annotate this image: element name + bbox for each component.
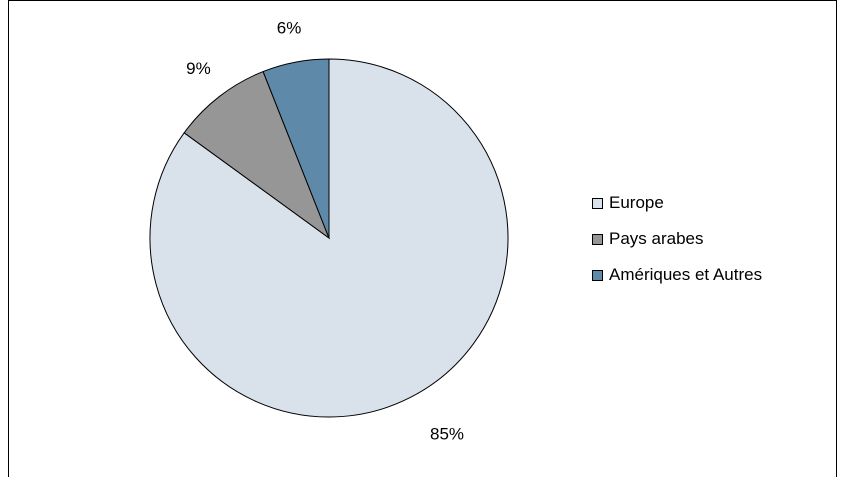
chart-frame: 85% 9% 6% Europe Pays arabes Amériques et … bbox=[8, 0, 837, 477]
legend: Europe Pays arabes Amériques et Autres bbox=[592, 193, 762, 301]
legend-label-ameriques-et-autres: Amériques et Autres bbox=[609, 265, 763, 284]
legend-item-pays-arabes: Pays arabes bbox=[592, 229, 762, 249]
legend-swatch-pays-arabes bbox=[592, 233, 603, 245]
legend-label-pays-arabes: Pays arabes bbox=[609, 229, 704, 248]
data-label-ameriques-et-autres: 6% bbox=[277, 18, 302, 37]
data-label-pays-arabes: 9% bbox=[186, 59, 211, 78]
legend-label-europe: Europe bbox=[609, 193, 664, 212]
pie-slice-pays-arabes bbox=[183, 70, 331, 240]
legend-item-ameriques-et-autres: Amériques et Autres bbox=[592, 265, 762, 285]
data-label-europe: 85% bbox=[430, 424, 464, 443]
pie-slice-ameriques-et-autres bbox=[262, 58, 330, 239]
legend-swatch-ameriques-et-autres bbox=[592, 269, 603, 281]
legend-item-europe: Europe bbox=[592, 193, 762, 213]
legend-swatch-europe bbox=[592, 197, 603, 209]
pie-slice-europe bbox=[149, 58, 509, 418]
pie-chart: 85% 9% 6% bbox=[149, 18, 509, 443]
